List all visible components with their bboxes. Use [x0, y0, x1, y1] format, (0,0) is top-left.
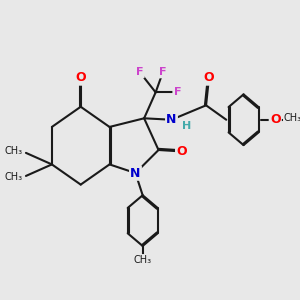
- Text: CH₃: CH₃: [5, 146, 23, 156]
- Text: F: F: [136, 67, 143, 77]
- Text: O: O: [204, 71, 214, 84]
- Text: CH₃: CH₃: [134, 254, 152, 265]
- Text: O: O: [75, 71, 86, 84]
- Text: CH₃: CH₃: [5, 172, 23, 182]
- Text: O: O: [176, 145, 187, 158]
- Text: CH₃: CH₃: [284, 113, 300, 123]
- Text: H: H: [182, 121, 192, 130]
- Text: F: F: [173, 87, 181, 98]
- Text: N: N: [166, 113, 177, 126]
- Text: N: N: [130, 167, 141, 180]
- Text: O: O: [270, 113, 280, 126]
- Text: F: F: [159, 67, 166, 77]
